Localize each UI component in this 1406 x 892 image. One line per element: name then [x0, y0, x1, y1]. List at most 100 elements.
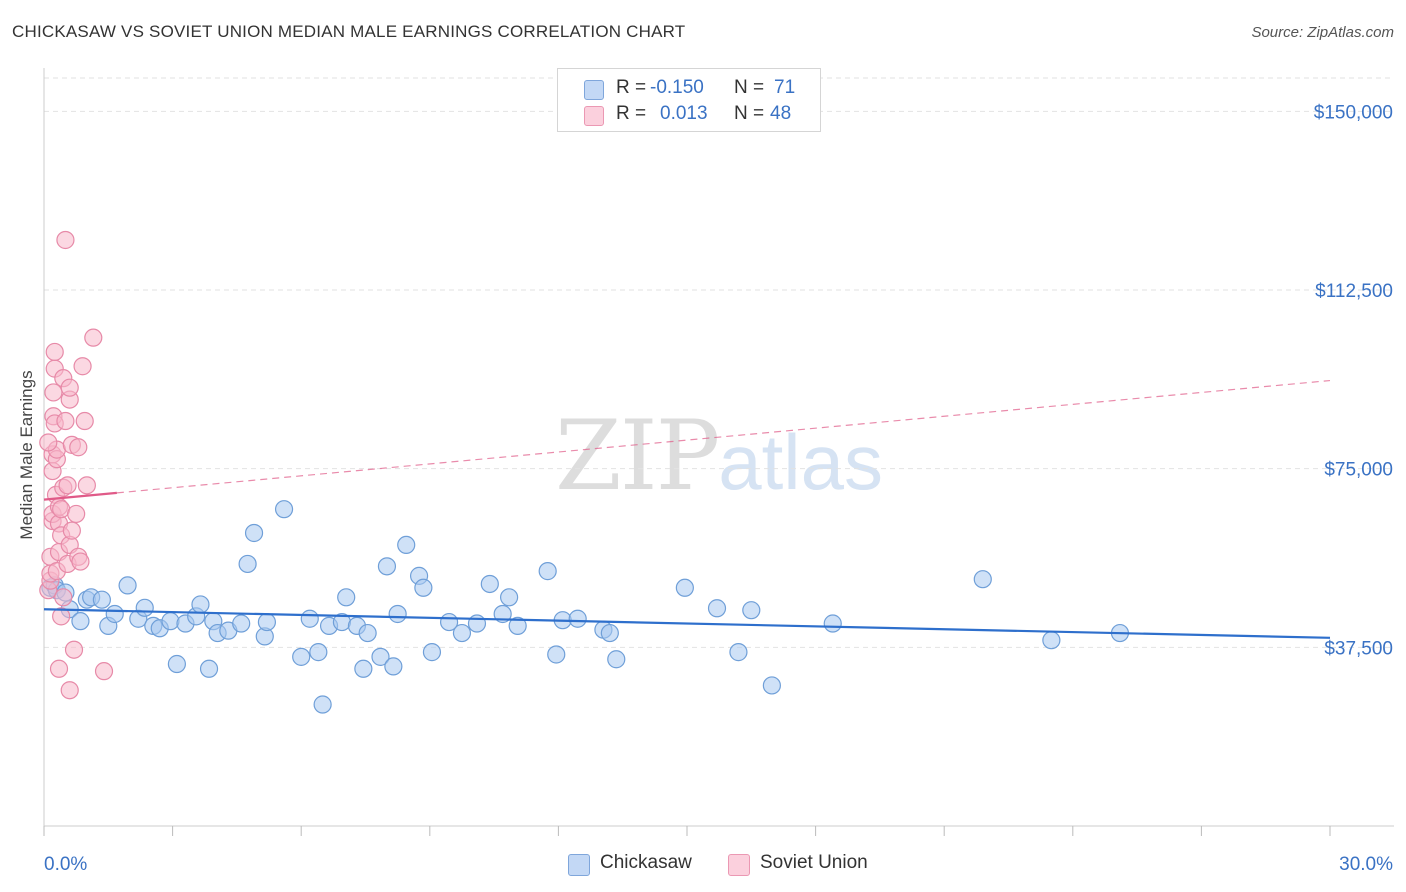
source-credit: Source: ZipAtlas.com: [1251, 24, 1394, 41]
chickasaw-point: [309, 643, 328, 662]
chickasaw-point: [313, 695, 332, 714]
chickasaw-point: [742, 601, 761, 620]
soviet-union-point: [62, 521, 81, 540]
chickasaw-point: [538, 562, 557, 581]
chickasaw-point: [135, 598, 154, 617]
y-tick-label: $75,000: [1324, 460, 1393, 481]
legend-r-label: R =: [616, 103, 647, 124]
chickasaw-point: [71, 612, 90, 631]
chart-title: CHICKASAW VS SOVIET UNION MEDIAN MALE EA…: [12, 22, 686, 41]
soviet-union-point: [56, 230, 75, 250]
chickasaw-point: [238, 554, 257, 574]
soviet-union-point: [75, 411, 94, 431]
soviet-union-point: [71, 552, 90, 571]
chickasaw-point: [973, 570, 992, 589]
chickasaw-point: [467, 614, 487, 633]
soviet-union-point: [84, 328, 103, 347]
chickasaw-point: [371, 647, 390, 666]
soviet-union-point: [39, 433, 58, 452]
soviet-union-point: [54, 588, 73, 607]
chickasaw-point: [244, 523, 264, 543]
chickasaw-point: [823, 614, 842, 633]
trend-lines: [43, 379, 1331, 639]
chickasaw-point: [500, 588, 519, 607]
chickasaw-point: [92, 590, 111, 609]
chickasaw-point: [191, 595, 210, 614]
chickasaw-point: [729, 643, 748, 662]
soviet-union-point: [64, 640, 84, 659]
soviet-union-point: [44, 383, 63, 402]
chickasaw-point: [292, 647, 311, 666]
chickasaw-point: [257, 612, 277, 632]
legend-n-label: N =: [734, 77, 765, 98]
soviet-union-point: [45, 342, 64, 362]
legend-row-chickasaw: R = -0.150 N = 71: [558, 75, 820, 101]
correlation-legend: R = -0.150 N = 71 R = 0.013 N = 48: [557, 68, 821, 132]
chickasaw-point: [568, 609, 587, 628]
y-tick-label: $150,000: [1314, 102, 1393, 123]
chickasaw-trend-line: [43, 608, 1331, 639]
y-tick-label: $37,500: [1324, 638, 1393, 659]
chickasaw-point: [300, 609, 319, 628]
chickasaw-point: [707, 599, 727, 618]
chickasaw-swatch: [584, 80, 604, 100]
soviet-union-point: [52, 607, 71, 626]
chickasaw-point: [118, 576, 137, 595]
chickasaw-point: [414, 578, 433, 597]
chickasaw-point: [607, 650, 626, 669]
legend-r-label: R =: [616, 77, 647, 98]
axes: [43, 68, 1394, 836]
chickasaw-point: [480, 574, 499, 594]
bottom-legend-label: Chickasaw: [600, 852, 692, 873]
legend-r-value: 0.013: [660, 103, 708, 124]
legend-row-soviet-union: R = 0.013 N = 48: [558, 101, 820, 127]
soviet-union-point: [60, 681, 79, 700]
chickasaw-point: [161, 612, 180, 631]
chickasaw-point: [105, 604, 124, 624]
soviet-union-point: [77, 476, 96, 495]
legend-n-value: 71: [774, 77, 796, 98]
chickasaw-point: [377, 557, 397, 576]
x-tick-label: 30.0%: [1339, 854, 1393, 875]
chickasaw-point: [547, 645, 566, 664]
soviet-union-points: [39, 230, 114, 700]
soviet-union-swatch: [584, 106, 604, 126]
chickasaw-point: [422, 643, 442, 662]
chickasaw-point: [167, 654, 186, 674]
y-tick-label: $112,500: [1315, 281, 1393, 302]
soviet-union-point: [73, 357, 92, 376]
legend-r-value: -0.150: [650, 77, 704, 98]
soviet-union-point: [60, 378, 79, 397]
soviet-union-point: [49, 659, 69, 678]
chickasaw-point: [1042, 631, 1061, 650]
soviet-union-point: [56, 411, 75, 431]
chickasaw-points: [41, 500, 1130, 714]
y-axis-title: Median Male Earnings: [17, 370, 36, 539]
soviet-union-swatch: [728, 854, 750, 876]
soviet-union-point: [67, 504, 86, 524]
soviet-union-point: [69, 438, 88, 457]
chickasaw-swatch: [568, 854, 590, 876]
chickasaw-point: [358, 623, 377, 643]
chickasaw-point: [762, 676, 781, 695]
chickasaw-point: [388, 604, 407, 624]
soviet-union-point: [94, 662, 114, 681]
soviet-union-trend-extension: [116, 379, 1331, 494]
soviet-union-point: [52, 500, 71, 519]
soviet-union-trend-line: [43, 491, 117, 501]
chickasaw-point: [508, 616, 527, 635]
legend-n-label: N =: [734, 103, 765, 124]
chickasaw-point: [199, 659, 219, 678]
bottom-legend-label: Soviet Union: [760, 852, 868, 873]
chickasaw-point: [337, 588, 356, 607]
chickasaw-point: [452, 623, 472, 643]
chickasaw-point: [274, 500, 294, 519]
chickasaw-point: [397, 535, 416, 555]
legend-n-value: 48: [770, 103, 792, 124]
chickasaw-point: [675, 578, 694, 597]
chickasaw-point: [600, 623, 619, 643]
axis-labels: $37,500 $75,000 $112,500 $150,000 0.0% 30.0% M…: [17, 102, 1393, 875]
chickasaw-point: [354, 659, 373, 678]
chickasaw-point: [384, 657, 403, 676]
